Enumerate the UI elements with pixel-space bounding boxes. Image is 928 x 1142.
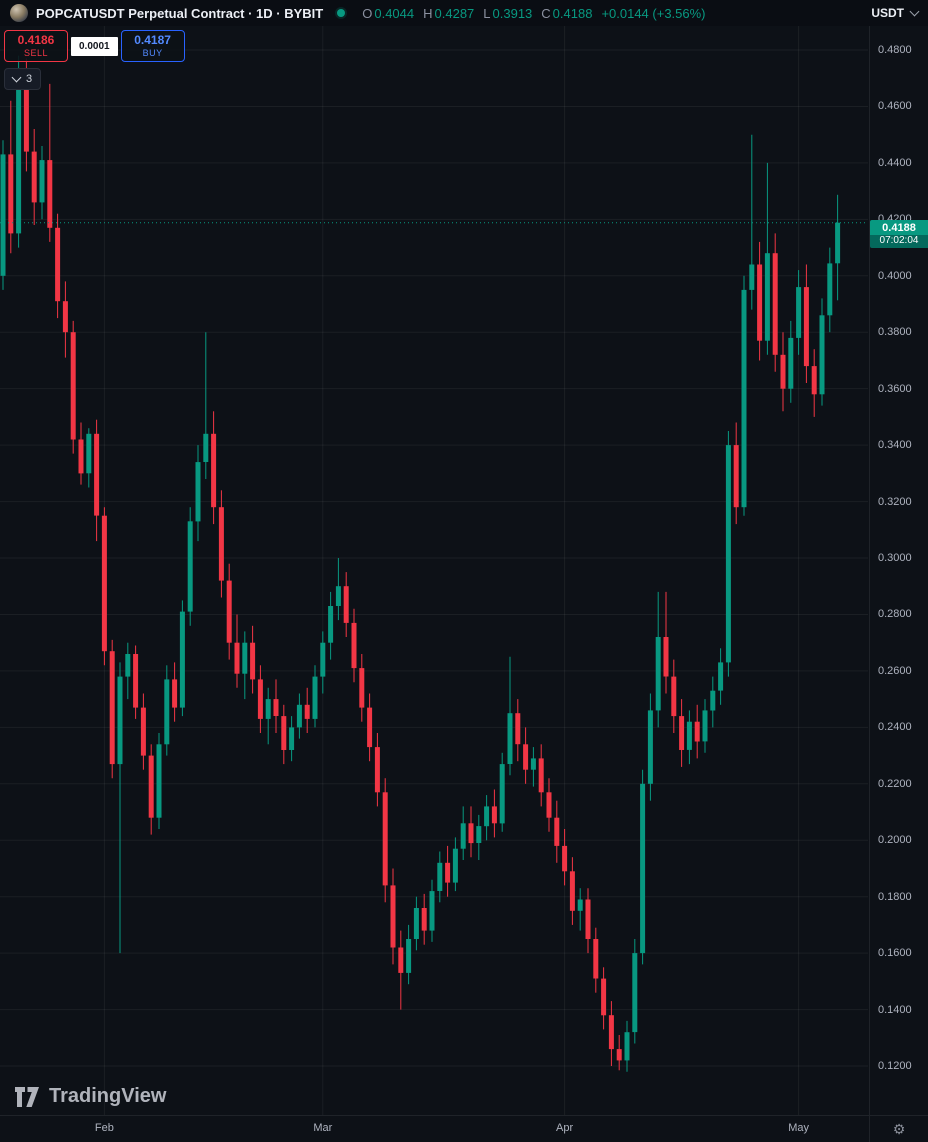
tradingview-logo-text: TradingView (49, 1085, 167, 1107)
tradingview-logo[interactable]: TradingView (14, 1085, 166, 1108)
ohlc-readout: O 0.4044 H 0.4287 L 0.3913 C 0.4188 +0.0144 … (353, 6, 705, 21)
last-price-label: 0.4188 07:02:04 (870, 219, 928, 248)
last-price-value: 0.4188 (870, 219, 928, 235)
time-tick: May (788, 1122, 809, 1134)
scale-settings-button[interactable]: ⚙ (869, 1115, 928, 1142)
buy-button[interactable]: 0.4187 BUY (120, 30, 185, 62)
close-value: 0.4188 (552, 5, 593, 21)
high-value: 0.4287 (434, 5, 475, 21)
collapse-indicators-toggle[interactable]: 3 (4, 68, 42, 90)
price-scale[interactable]: 0.48000.46000.44000.42000.40000.38000.36… (869, 26, 928, 1116)
sell-label: SELL (23, 47, 49, 58)
price-tick: 0.4400 (878, 156, 912, 169)
symbol-logo-icon (10, 4, 28, 22)
price-tick: 0.2800 (878, 608, 912, 621)
chevron-down-icon (11, 72, 22, 83)
open-label: O (362, 5, 373, 21)
symbol-legend: POPCATUSDT Perpetual Contract · 1D · BYB… (10, 4, 706, 22)
indicator-count: 3 (26, 73, 33, 85)
price-tick: 0.2200 (878, 777, 912, 790)
bar-countdown: 07:02:04 (870, 234, 928, 248)
price-tick: 0.2000 (878, 834, 912, 847)
symbol-title[interactable]: POPCATUSDT Perpetual Contract · 1D · BYB… (36, 5, 324, 21)
high-label: H (423, 5, 433, 21)
gear-icon: ⚙ (892, 1120, 906, 1137)
close-label: C (541, 5, 551, 21)
chevron-down-icon (909, 6, 920, 17)
currency-dropdown[interactable]: USDT (871, 6, 920, 20)
currency-label: USDT (871, 6, 904, 20)
price-tick: 0.1400 (878, 1003, 912, 1016)
change-value: +0.0144 (+3.56%) (601, 5, 706, 21)
time-tick: Mar (313, 1122, 333, 1134)
price-tick: 0.2400 (878, 721, 912, 734)
buy-price: 0.4187 (134, 32, 171, 47)
buy-sell-panel: 0.4186 SELL 0.0001 0.4187 BUY (4, 30, 185, 62)
low-label: L (483, 5, 491, 21)
sell-button[interactable]: 0.4186 SELL (4, 30, 68, 62)
price-tick: 0.3200 (878, 495, 912, 508)
spread-value: 0.0001 (71, 36, 118, 56)
tradingview-mark-icon (15, 1086, 39, 1107)
price-tick: 0.3800 (878, 326, 912, 339)
price-tick: 0.4000 (878, 269, 912, 282)
time-scale[interactable]: Feb Mar Apr May (0, 1115, 928, 1142)
price-tick: 0.4800 (878, 43, 912, 56)
time-tick: Apr (556, 1122, 574, 1134)
price-tick: 0.1200 (878, 1060, 912, 1073)
price-tick: 0.1600 (878, 947, 912, 960)
chart-header: POPCATUSDT Perpetual Contract · 1D · BYB… (0, 0, 928, 26)
price-tick: 0.2600 (878, 664, 912, 677)
low-value: 0.3913 (492, 5, 533, 21)
sell-price: 0.4186 (17, 32, 55, 47)
price-tick: 0.1800 (878, 890, 912, 903)
market-status-dot-icon[interactable] (337, 9, 346, 17)
buy-label: BUY (142, 47, 163, 58)
price-tick: 0.3600 (878, 382, 912, 395)
price-tick: 0.3000 (878, 552, 912, 565)
price-tick: 0.4600 (878, 100, 912, 113)
price-tick: 0.3400 (878, 439, 912, 452)
time-tick: Feb (94, 1122, 114, 1134)
open-value: 0.4044 (374, 5, 415, 21)
